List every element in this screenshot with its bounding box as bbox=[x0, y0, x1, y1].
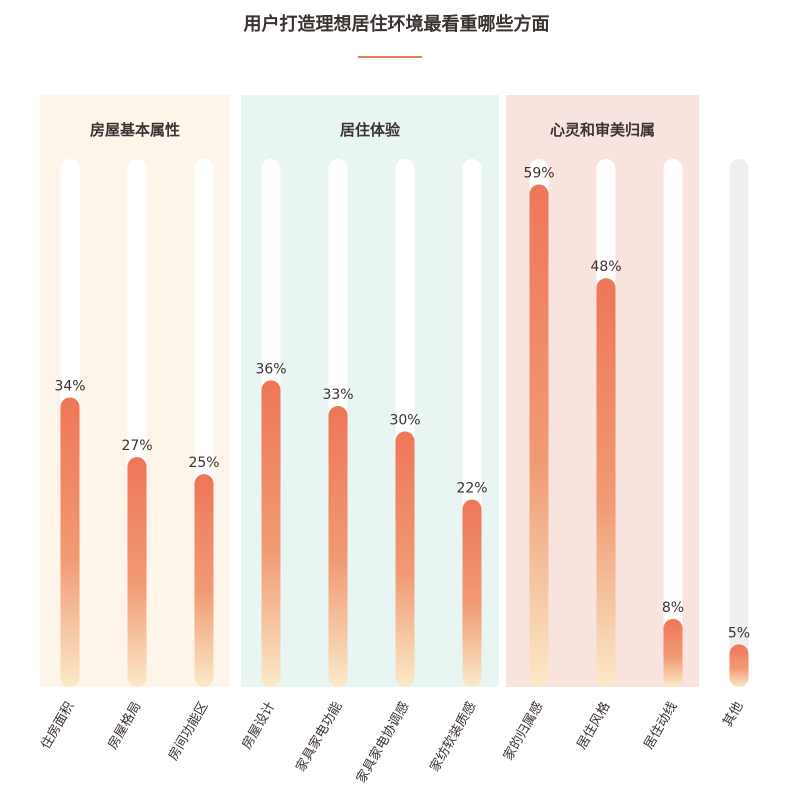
value-labels: 34% 27% 25% 36% 33% 30% 22% 59% 48% 8% 5% bbox=[54, 166, 750, 642]
category-label: 居住风格 bbox=[574, 699, 614, 752]
value-label: 22% bbox=[456, 481, 487, 497]
bar bbox=[729, 644, 749, 687]
bar-track bbox=[729, 159, 749, 687]
bars bbox=[60, 184, 749, 687]
value-label: 33% bbox=[322, 387, 353, 403]
value-label: 27% bbox=[121, 438, 152, 454]
value-label: 30% bbox=[389, 413, 420, 429]
category-label: 房间功能区 bbox=[165, 699, 211, 763]
category-label: 家具家电功能 bbox=[293, 699, 346, 775]
bar bbox=[127, 457, 147, 687]
category-label: 家的归属感 bbox=[500, 699, 546, 763]
title-underline bbox=[358, 56, 422, 58]
value-label: 25% bbox=[188, 455, 219, 471]
category-label: 家具家电协调感 bbox=[353, 699, 412, 786]
bar bbox=[328, 405, 348, 687]
value-label: 5% bbox=[728, 625, 750, 641]
category-label: 房屋设计 bbox=[239, 699, 279, 752]
bar bbox=[596, 278, 616, 687]
value-label: 59% bbox=[523, 166, 554, 182]
value-label: 36% bbox=[255, 361, 286, 377]
group-panel bbox=[241, 95, 499, 687]
category-label: 房屋格局 bbox=[105, 699, 145, 752]
bar bbox=[462, 499, 482, 687]
group-label: 居住体验 bbox=[340, 121, 401, 139]
bar bbox=[261, 380, 281, 687]
value-label: 48% bbox=[590, 259, 621, 275]
bar bbox=[395, 431, 415, 687]
bar-track bbox=[663, 159, 683, 687]
chart-title: 用户打造理想居住环境最看重哪些方面 bbox=[243, 14, 550, 35]
bar bbox=[663, 618, 683, 687]
value-label: 8% bbox=[662, 600, 684, 616]
category-label: 住房面积 bbox=[38, 699, 78, 752]
group-label: 心灵和审美归属 bbox=[550, 121, 655, 139]
bar bbox=[194, 474, 214, 687]
value-label: 34% bbox=[54, 378, 85, 394]
category-label: 其他 bbox=[720, 700, 746, 730]
bar bbox=[529, 184, 549, 687]
category-label: 居住动线 bbox=[641, 700, 680, 753]
group-label: 房屋基本属性 bbox=[90, 121, 180, 139]
bar bbox=[60, 397, 80, 687]
category-label: 家纺软装质感 bbox=[427, 699, 480, 775]
category-labels: 住房面积 房屋格局 房间功能区 房屋设计 家具家电功能 家具家电协调感 家纺软装质感 家的归属… bbox=[38, 699, 747, 786]
